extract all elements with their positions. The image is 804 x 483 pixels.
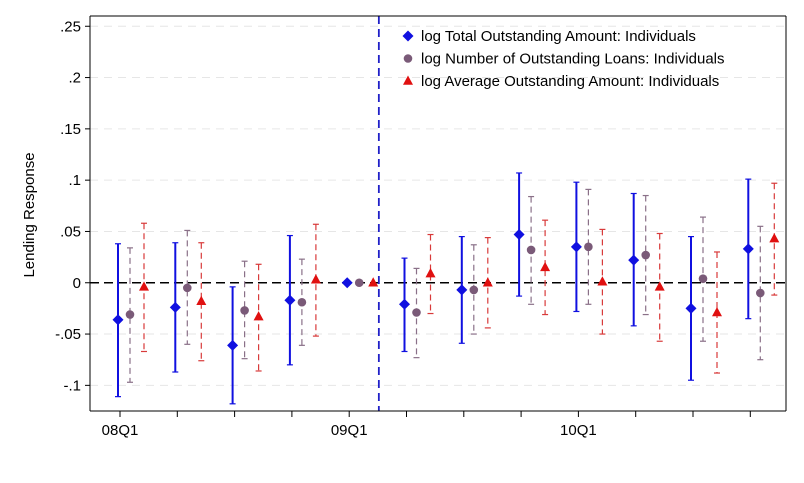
y-tick-label: 0	[73, 275, 81, 292]
y-tick-label: .05	[60, 223, 81, 240]
y-axis-title: Lending Response	[21, 152, 38, 277]
legend-label: log Number of Outstanding Loans: Individ…	[421, 51, 725, 68]
point-markers	[112, 229, 780, 351]
point-marker	[756, 288, 765, 298]
point-marker	[654, 281, 665, 291]
x-tick-label: 09Q1	[331, 422, 368, 439]
point-marker	[742, 243, 754, 255]
x-tick-label: 10Q1	[560, 422, 597, 439]
point-marker	[227, 339, 239, 351]
point-marker	[628, 254, 640, 266]
point-marker	[310, 274, 321, 284]
y-tick-label: .2	[68, 70, 81, 87]
y-tick-label: .1	[68, 172, 81, 189]
point-marker	[284, 294, 296, 306]
point-marker	[240, 306, 249, 315]
point-marker	[341, 277, 353, 289]
point-marker	[769, 233, 780, 243]
point-marker	[456, 284, 468, 296]
point-marker	[570, 241, 582, 253]
gridlines	[90, 25, 786, 386]
point-marker	[482, 277, 493, 287]
y-tick-label: .25	[60, 18, 81, 35]
point-marker	[597, 276, 608, 286]
point-marker	[183, 283, 192, 293]
reference-lines	[90, 16, 786, 411]
x-tick-label: 08Q1	[102, 422, 139, 439]
point-marker	[125, 310, 135, 319]
point-marker	[112, 314, 124, 326]
point-marker	[469, 285, 479, 295]
point-marker	[685, 302, 697, 314]
point-marker	[196, 295, 207, 306]
legend-marker	[402, 30, 414, 42]
point-marker	[425, 268, 436, 278]
legend-label: log Total Outstanding Amount: Individual…	[421, 28, 696, 45]
point-marker	[253, 311, 264, 321]
y-tick-label: -.05	[55, 326, 81, 343]
y-tick-label: -.1	[63, 377, 81, 394]
legend-marker	[403, 54, 413, 63]
point-marker	[354, 278, 364, 288]
point-marker	[139, 281, 149, 291]
point-marker	[712, 307, 722, 317]
legend-label: log Average Outstanding Amount: Individu…	[421, 73, 719, 90]
point-marker	[540, 261, 551, 272]
point-marker	[297, 297, 307, 307]
point-marker	[698, 274, 708, 283]
y-tick-label: .15	[60, 121, 81, 138]
point-marker	[169, 301, 181, 313]
point-marker	[584, 242, 593, 252]
legend: log Total Outstanding Amount: Individual…	[402, 28, 725, 90]
axes: -.1 -.05 0 .05 .1 .15 .2 .25 08Q1 09Q1 10Q1	[55, 15, 787, 439]
point-marker	[526, 245, 536, 255]
point-marker	[368, 277, 379, 287]
point-marker	[399, 298, 410, 310]
legend-marker	[403, 75, 413, 85]
point-marker	[641, 250, 650, 260]
point-marker	[513, 229, 525, 241]
point-marker	[412, 308, 421, 317]
